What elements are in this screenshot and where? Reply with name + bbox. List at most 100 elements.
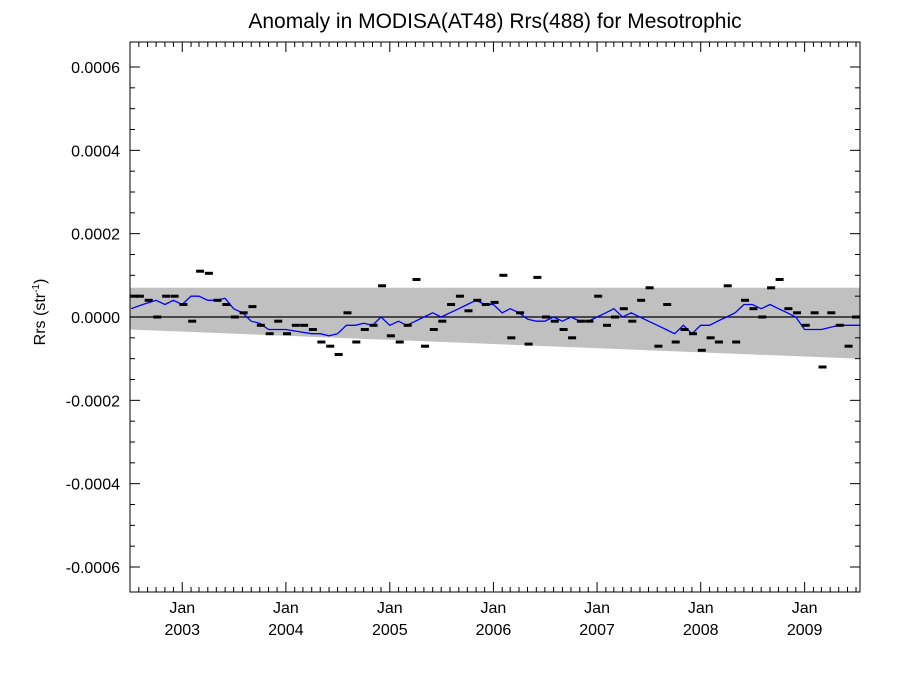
data-point-marker — [594, 294, 603, 298]
data-point-marker — [248, 305, 257, 309]
chart-title: Anomaly in MODISA(AT48) Rrs(488) for Mes… — [248, 10, 741, 33]
uncertainty-band — [130, 287, 860, 359]
y-tick-label: -0.0002 — [66, 393, 120, 410]
data-point-marker — [196, 269, 205, 273]
data-point-marker — [516, 311, 525, 315]
data-point-marker — [291, 323, 300, 327]
data-point-marker — [749, 307, 758, 311]
x-tick-year-label: 2003 — [164, 622, 200, 639]
data-point-marker — [645, 286, 654, 290]
data-point-marker — [542, 315, 550, 319]
data-point-marker — [499, 273, 508, 277]
x-tick-year-label: 2004 — [268, 622, 304, 639]
data-point-marker — [533, 275, 542, 279]
data-point-marker — [576, 319, 585, 323]
data-point-marker — [490, 300, 499, 304]
data-point-marker — [326, 344, 335, 348]
data-point-marker — [455, 294, 464, 298]
data-point-marker — [343, 311, 352, 315]
x-tick-month-label: Jan — [273, 600, 299, 617]
data-point-marker — [706, 336, 715, 340]
x-tick-month-label: Jan — [688, 600, 714, 617]
data-point-marker — [810, 311, 819, 315]
data-point-marker — [637, 298, 646, 302]
data-point-marker — [144, 298, 153, 302]
data-point-marker — [619, 307, 628, 311]
data-point-marker — [507, 336, 516, 340]
data-point-marker — [680, 328, 689, 331]
data-point-marker — [334, 353, 343, 356]
data-point-marker — [767, 286, 776, 290]
data-point-marker — [230, 315, 239, 319]
data-point-marker — [204, 271, 213, 275]
data-point-marker — [732, 340, 741, 344]
data-point-marker — [671, 340, 680, 344]
data-point-marker — [308, 328, 317, 331]
x-axis: Jan 2003 Jan 2004 Jan 2005 Jan 2006 Jan 2007 Jan 20… — [129, 42, 857, 639]
y-tick-label: -0.0006 — [66, 560, 120, 577]
data-point-marker — [723, 284, 732, 288]
data-point-marker — [369, 323, 378, 327]
y-axis-label-suffix: ) — [32, 279, 49, 284]
x-tick-year-label: 2005 — [372, 622, 408, 639]
data-point-marker — [714, 340, 723, 344]
data-point-marker — [559, 328, 568, 331]
data-point-marker — [403, 323, 412, 327]
data-point-marker — [213, 298, 222, 302]
data-point-marker — [153, 315, 162, 319]
y-axis-label-prefix: Rrs (str — [32, 292, 49, 345]
data-point-marker — [170, 294, 179, 298]
data-point-marker — [386, 334, 395, 338]
y-axis: 0.0006 0.0004 0.0002 0.0000 -0.0002 -0.0004 -0… — [66, 60, 860, 577]
data-point-marker — [135, 294, 144, 298]
data-point-marker — [481, 303, 490, 306]
data-point-marker — [265, 332, 274, 336]
running-mean-line — [130, 295, 860, 337]
data-point-marker — [663, 303, 672, 306]
y-axis-label: Rrs (str-1) — [31, 279, 49, 346]
y-tick-label: 0.0006 — [71, 60, 120, 77]
x-tick-year-label: 2006 — [476, 622, 512, 639]
data-point-marker — [654, 344, 663, 348]
data-point-marker — [283, 332, 291, 336]
data-point-marker — [793, 311, 801, 315]
data-point-marker — [628, 319, 637, 323]
data-point-marker — [317, 340, 326, 344]
y-axis-label-superscript: -1 — [31, 284, 42, 293]
data-point-marker — [758, 315, 767, 319]
data-point-marker — [179, 303, 188, 306]
data-point-marker — [741, 298, 749, 302]
data-point-marker — [835, 323, 844, 327]
data-point-marker — [524, 342, 533, 346]
data-point-marker — [464, 309, 473, 313]
data-point-marker — [188, 319, 197, 323]
data-point-marker — [473, 298, 482, 302]
x-tick-month-label: Jan — [169, 600, 195, 617]
data-point-marker — [300, 323, 309, 327]
x-tick-month-label: Jan — [377, 600, 403, 617]
data-point-marker — [603, 323, 611, 327]
data-point-marker — [395, 340, 404, 344]
data-point-marker — [784, 307, 793, 311]
x-tick-year-label: 2008 — [683, 622, 719, 639]
data-point-marker — [412, 278, 421, 281]
data-point-marker — [818, 365, 827, 369]
data-point-marker — [447, 303, 456, 306]
y-tick-label: 0.0004 — [71, 143, 120, 160]
data-point-marker — [775, 278, 784, 281]
data-point-marker — [378, 284, 387, 288]
data-point-marker — [801, 323, 810, 327]
data-point-marker — [352, 340, 361, 344]
x-tick-month-label: Jan — [481, 600, 507, 617]
data-point-marker — [550, 319, 559, 323]
data-point-marker — [689, 332, 697, 336]
data-point-marker — [429, 328, 438, 331]
data-points — [130, 269, 860, 369]
data-point-marker — [222, 303, 231, 306]
x-tick-month-label: Jan — [584, 600, 610, 617]
data-point-marker — [256, 323, 265, 327]
y-tick-label: 0.0000 — [71, 310, 120, 327]
data-point-marker — [438, 319, 447, 323]
data-point-marker — [568, 336, 577, 340]
